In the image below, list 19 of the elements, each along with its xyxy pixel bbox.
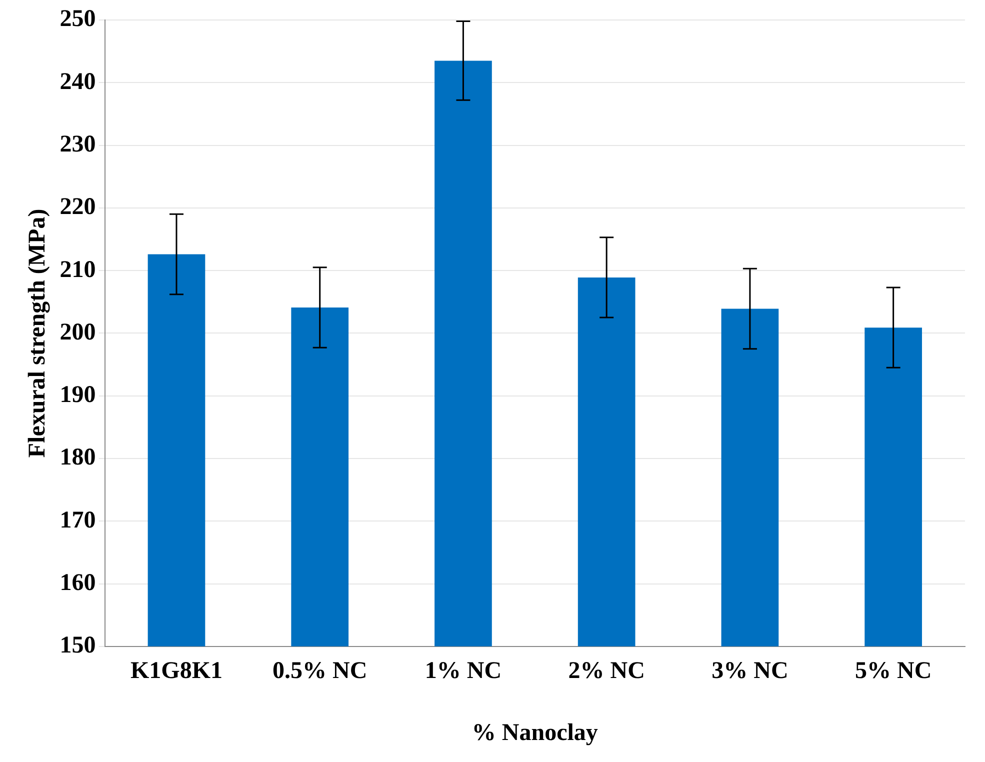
x-tick-label: 5% NC (854, 658, 932, 684)
y-tick-label: 210 (60, 256, 96, 283)
y-axis-title: Flexural strength (MPa) (24, 208, 51, 458)
x-tick-label: 0.5% NC (272, 658, 368, 684)
y-tick-label: 180 (60, 444, 96, 471)
y-tick-label: 240 (60, 68, 96, 95)
x-tick-label: 3% NC (712, 658, 788, 684)
y-tick-label: 220 (60, 194, 96, 220)
y-tick-label: 190 (60, 382, 96, 408)
x-tick-label: K1G8K1 (130, 658, 222, 684)
x-axis-title: % Nanoclay (472, 720, 598, 746)
y-tick-label: 150 (60, 632, 96, 659)
y-tick-label: 230 (60, 131, 96, 158)
y-tick-label: 160 (60, 570, 96, 596)
y-tick-label: 250 (60, 6, 96, 32)
y-tick-label: 200 (60, 319, 96, 346)
y-tick-label: 170 (60, 507, 96, 534)
x-tick-label: 1% NC (424, 658, 502, 684)
x-tick-label: 2% NC (568, 658, 645, 684)
